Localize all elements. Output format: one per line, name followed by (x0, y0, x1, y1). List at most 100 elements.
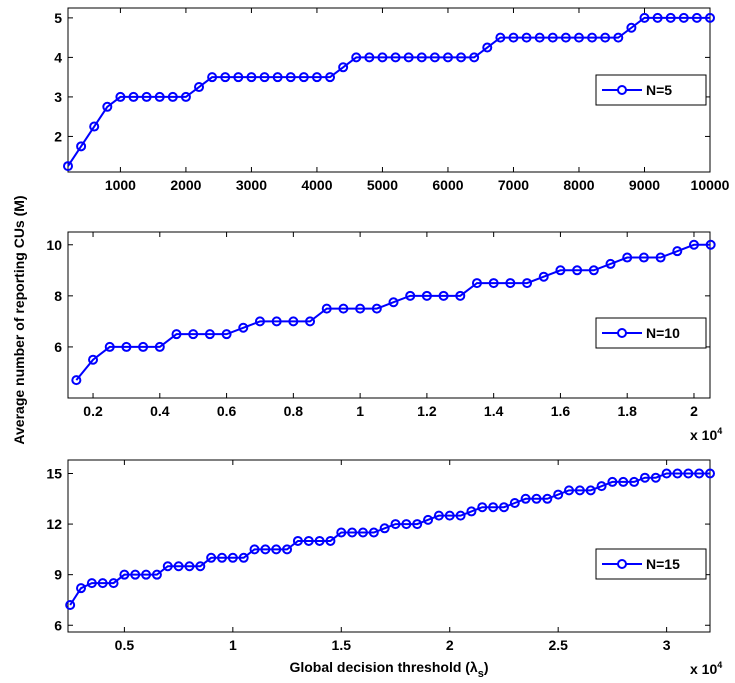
marker (171, 329, 182, 340)
marker (86, 578, 97, 589)
marker (433, 510, 444, 521)
y-tick-label: 3 (54, 89, 62, 105)
marker (495, 32, 506, 43)
marker (574, 485, 585, 496)
marker (705, 12, 715, 23)
marker (405, 290, 416, 301)
multiplier-base: x 10 (690, 661, 717, 677)
marker (605, 258, 616, 269)
marker (639, 12, 650, 23)
marker (488, 502, 499, 513)
marker (508, 32, 519, 43)
marker (195, 561, 206, 572)
marker (88, 354, 99, 365)
marker (538, 271, 549, 282)
marker (672, 246, 683, 257)
marker (444, 510, 455, 521)
marker (188, 329, 199, 340)
marker (652, 12, 663, 23)
marker (388, 297, 399, 308)
marker (587, 32, 598, 43)
marker (97, 578, 108, 589)
marker (455, 290, 466, 301)
x-tick-label: 1.4 (484, 403, 504, 419)
y-tick-label: 8 (54, 288, 62, 304)
x-tick-label: 10000 (691, 177, 730, 193)
marker (683, 468, 694, 479)
x-tick-label: 0.2 (83, 403, 103, 419)
marker (238, 322, 249, 333)
marker (469, 52, 480, 63)
marker (311, 72, 322, 83)
marker (249, 544, 260, 555)
marker (626, 22, 637, 33)
marker (180, 91, 191, 102)
marker (184, 561, 195, 572)
marker (678, 12, 689, 23)
marker (292, 535, 303, 546)
marker (466, 506, 477, 517)
marker (456, 52, 467, 63)
marker (121, 341, 132, 352)
marker (285, 72, 296, 83)
y-tick-label: 9 (54, 567, 62, 583)
marker (521, 32, 532, 43)
x-tick-label: 9000 (629, 177, 660, 193)
marker (429, 52, 440, 63)
marker (207, 72, 218, 83)
marker (206, 552, 217, 563)
marker (622, 252, 633, 263)
marker (357, 527, 368, 538)
x-tick-label: 8000 (563, 177, 594, 193)
marker (65, 600, 76, 611)
marker (522, 278, 533, 289)
marker (128, 91, 139, 102)
marker (336, 527, 347, 538)
marker (588, 265, 599, 276)
marker (238, 552, 249, 563)
y-tick-label: 4 (54, 49, 62, 65)
marker (531, 493, 542, 504)
marker (71, 375, 82, 386)
marker (194, 82, 205, 93)
marker (115, 91, 126, 102)
marker (141, 569, 152, 580)
x-tick-label: 1.2 (417, 403, 437, 419)
series-line (69, 472, 710, 606)
marker (76, 583, 87, 594)
marker (216, 552, 227, 563)
marker (364, 52, 375, 63)
marker (629, 476, 640, 487)
x-tick-label: 0.4 (150, 403, 170, 419)
marker (355, 303, 366, 314)
x-tick-label: 3000 (236, 177, 267, 193)
marker (488, 278, 499, 289)
marker (303, 535, 314, 546)
marker (694, 468, 705, 479)
marker (471, 278, 482, 289)
marker (547, 32, 558, 43)
marker (564, 485, 575, 496)
marker (130, 569, 141, 580)
x-tick-label: 2 (690, 403, 698, 419)
marker (220, 72, 231, 83)
x-tick-label: 1 (356, 403, 364, 419)
marker (89, 121, 100, 132)
marker (271, 544, 282, 555)
marker (672, 468, 683, 479)
y-axis-label: Average number of reporting CUs (M) (11, 195, 27, 444)
marker (351, 52, 362, 63)
x-tick-label: 5000 (367, 177, 398, 193)
marker (377, 52, 388, 63)
marker (691, 12, 702, 23)
marker (560, 32, 571, 43)
marker (288, 316, 299, 327)
marker (371, 303, 382, 314)
marker (347, 527, 358, 538)
marker (298, 72, 309, 83)
marker (482, 42, 493, 53)
x-tick-label: 1.6 (551, 403, 571, 419)
marker (104, 341, 115, 352)
marker (639, 472, 650, 483)
marker (688, 239, 699, 250)
